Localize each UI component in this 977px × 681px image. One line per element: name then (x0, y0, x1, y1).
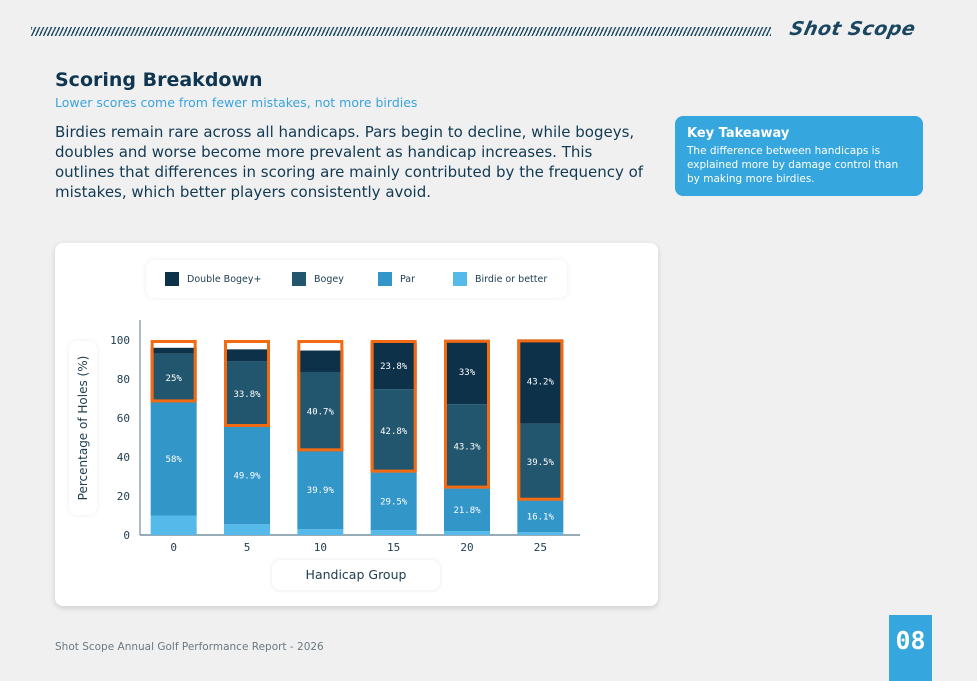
bar-segment-bogey (297, 371, 344, 452)
bar-segment-bogey (224, 361, 270, 427)
bar-segment-birdie (444, 531, 490, 535)
page-subtitle: Lower scores come from fewer mistakes, n… (55, 95, 418, 110)
data-label-par: 21.8% (453, 506, 481, 516)
highlight-outline (370, 340, 417, 473)
legend-swatch-birdie (453, 272, 467, 286)
bar-segment-bogey (370, 389, 417, 473)
chart-card: Double Bogey+ Bogey Par Birdie or better… (55, 243, 658, 606)
data-label-double: 23.8% (380, 362, 408, 372)
data-label-bogey: 33.8% (233, 390, 261, 400)
bar-segment-bogey (150, 353, 197, 403)
data-label-bogey: 42.8% (380, 427, 408, 437)
legend-label: Birdie or better (475, 273, 548, 285)
y-tick-label: 80 (117, 373, 130, 386)
x-tick-label: 15 (387, 541, 400, 554)
y-tick-label: 40 (117, 451, 130, 464)
legend-item-double: Double Bogey+ (165, 272, 261, 286)
data-label-par: 49.9% (233, 472, 261, 482)
highlight-outline (444, 339, 490, 489)
y-tick-label: 60 (117, 412, 130, 425)
bar-segment-par (517, 500, 564, 533)
data-label-bogey: 40.7% (307, 408, 335, 418)
legend-item-bogey: Bogey (292, 272, 344, 286)
x-tick-label: 25 (534, 541, 547, 554)
legend-label: Double Bogey+ (187, 273, 262, 285)
y-tick-label: 100 (110, 334, 130, 347)
bar-segment-double (444, 339, 490, 405)
x-tick-label: 10 (314, 541, 327, 554)
highlight-outline (297, 340, 344, 452)
bar-segment-birdie (224, 524, 270, 535)
key-takeaway-title: Key Takeaway (687, 126, 790, 141)
data-label-par: 58% (166, 455, 183, 465)
body-paragraph: Birdies remain rare across all handicaps… (55, 123, 644, 201)
legend-swatch-bogey (292, 272, 306, 286)
highlight-outline (224, 340, 270, 427)
y-tick-label: 0 (123, 529, 130, 542)
data-label-par: 16.1% (527, 512, 555, 522)
data-label-bogey: 39.5% (527, 458, 555, 468)
data-label-double: 43.2% (527, 378, 555, 388)
bar-segment-double (517, 339, 564, 424)
x-tick-label: 0 (170, 541, 177, 554)
highlight-outline (517, 339, 564, 501)
header-hatch-decoration (31, 27, 771, 36)
bar-segment-birdie (150, 515, 197, 535)
bar-segment-birdie (370, 530, 417, 535)
chart-legend: Double Bogey+ Bogey Par Birdie or better (146, 260, 567, 298)
bar-segment-par (297, 451, 344, 530)
y-tick-label: 20 (117, 490, 130, 503)
legend-swatch-double (165, 272, 179, 286)
bar-segment-double (297, 350, 344, 372)
x-tick-label: 20 (460, 541, 473, 554)
stacked-bar-chart: 0 20 40 60 80 100 58% 25% 0 49.9% 33.8% 5 39.9% 40.7%… (110, 320, 580, 554)
bar-segment-par (444, 488, 490, 532)
legend-swatch-par (378, 272, 392, 286)
bar-segment-bogey (517, 423, 564, 501)
data-label-bogey: 25% (166, 374, 183, 384)
page-title: Scoring Breakdown (55, 69, 263, 91)
x-tick-label: 5 (244, 541, 251, 554)
legend-item-birdie: Birdie or better (453, 272, 547, 286)
y-axis-label-box: Percentage of Holes (%) (69, 341, 97, 515)
bar-segment-par (370, 472, 417, 531)
key-takeaway-box: Key Takeaway The difference between hand… (675, 116, 923, 196)
legend-label: Bogey (314, 273, 344, 285)
bar-segment-bogey (444, 404, 490, 489)
legend-item-par: Par (378, 272, 415, 286)
x-axis-label: Handicap Group (272, 560, 440, 590)
data-label-bogey: 43.3% (453, 442, 481, 452)
key-takeaway-text: The difference between handicaps is expl… (687, 145, 899, 185)
bar-segment-double (224, 349, 270, 362)
bar-segment-birdie (297, 529, 344, 535)
data-label-double: 33% (459, 368, 476, 378)
data-label-par: 29.5% (380, 497, 408, 507)
bar-segment-par (224, 426, 270, 525)
bar-segment-double (150, 347, 197, 354)
page-number: 08 (889, 615, 932, 681)
data-label-par: 39.9% (307, 486, 335, 496)
bar-segment-birdie (517, 532, 564, 535)
bar-segment-par (150, 402, 197, 516)
highlight-outline (150, 340, 197, 403)
bar-segment-double (370, 342, 417, 390)
footer-text: Shot Scope Annual Golf Performance Repor… (55, 641, 324, 653)
shot-scope-logo: Shot Scope (787, 18, 918, 40)
legend-label: Par (400, 273, 416, 285)
